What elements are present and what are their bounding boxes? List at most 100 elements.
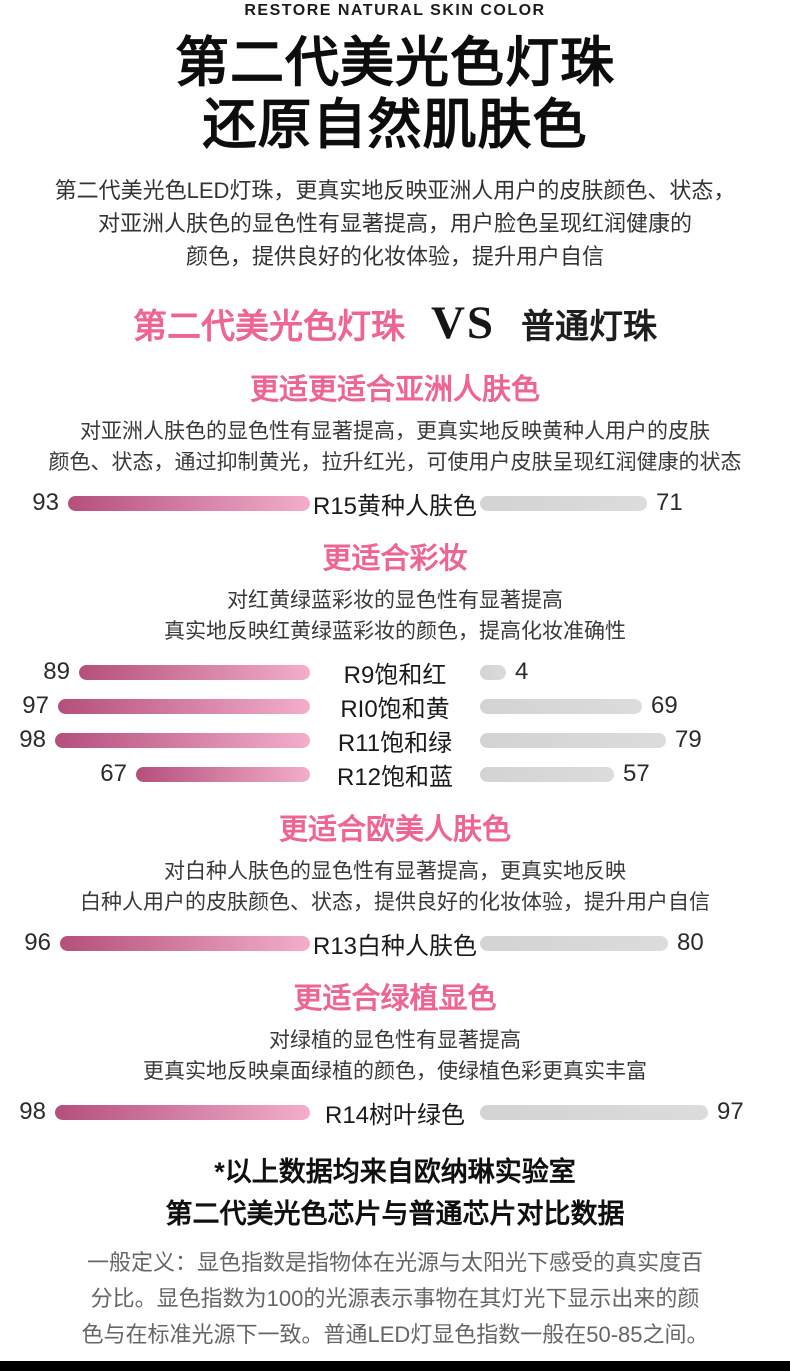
vs-label: VS [430,297,496,349]
intro-line: 颜色，提供良好的化妆体验，提升用户自信 [185,244,604,269]
bar-label-zone: R9饱和红 [310,655,480,690]
new-led-bar [58,698,310,714]
old-value: 4 [515,658,529,685]
definition-line: 色与在标准光源下一致。普通LED灯显色指数一般在50-85之间。 [81,1322,709,1347]
new-led-bar [55,732,310,748]
bar-row: 93 R15黄种人肤色 71 [0,489,790,520]
section-desc: 对绿植的显色性有显著提高 更真实地反映桌面绿植的颜色，使绿植色彩更真实丰富 [0,1025,790,1087]
intro-line: 对亚洲人肤色的显色性有显著提高，用户脸色呈现红润健康的 [97,211,692,236]
section-heading: 更适合欧美人肤色 [278,814,511,846]
old-led-bar [480,766,614,782]
footnote: *以上数据均来自欧纳琳实验室 第二代美光色芯片与普通芯片对比数据 [0,1151,790,1235]
bar-right-zone: 97 [480,1098,790,1126]
vs-right-label: 普通灯珠 [521,307,658,346]
footnote-line: *以上数据均来自欧纳琳实验室 [214,1157,576,1187]
bar-left-zone: 89 [0,658,310,686]
section-heading: 更适合彩妆 [322,543,468,575]
desc-line: 对红黄绿蓝彩妆的显色性有显著提高 [227,589,563,612]
new-value: 97 [22,692,49,719]
old-value: 79 [675,726,702,753]
desc-line: 对亚洲人肤色的显色性有显著提高，更真实地反映黄种人用户的皮肤 [80,420,710,443]
bar-left-zone: 67 [0,760,310,788]
old-led-bar [480,698,642,714]
page-title-line2: 还原自然肌肤色 [202,95,588,155]
desc-line: 颜色、状态，通过抑制黄光，拉升红光，可使用户皮肤呈现红润健康的状态 [48,451,742,474]
section-desc: 对白种人肤色的显色性有显著提高，更真实地反映 白种人用户的皮肤颜色、状态，提供良… [0,856,790,918]
bar-label-zone: R12饱和蓝 [310,757,480,792]
new-led-bar [136,766,310,782]
intro-paragraph: 第二代美光色LED灯珠，更真实地反映亚洲人用户的皮肤颜色、状态， 对亚洲人肤色的… [0,174,790,273]
section-heading: 更适合绿植显色 [293,983,497,1015]
bar-left-zone: 93 [0,489,310,517]
page-title: 第二代美光色灯珠 还原自然肌肤色 [0,32,790,156]
old-led-bar [480,495,647,511]
section-western-skin: 更适合欧美人肤色 对白种人肤色的显色性有显著提高，更真实地反映 白种人用户的皮肤… [0,814,790,960]
bar-row: 97 RI0饱和黄 69 [0,692,790,723]
new-value: 89 [43,658,70,685]
old-value: 69 [651,692,678,719]
new-value: 98 [19,1098,46,1125]
cri-definition: 一般定义：显色指数是指物体在光源与太阳光下感受的真实度百 分比。显色指数为100… [0,1245,790,1353]
footer-divider-bar [0,1361,790,1371]
bar-right-zone: 57 [480,760,790,788]
bar-left-zone: 98 [0,726,310,754]
metric-label: R14树叶绿色 [324,1101,466,1129]
metric-label: R13白种人肤色 [312,932,478,960]
new-value: 67 [100,760,127,787]
new-value: 96 [24,929,51,956]
bar-row: 98 R11饱和绿 79 [0,726,790,757]
metric-label: R11饱和绿 [337,729,453,757]
bar-left-zone: 96 [0,929,310,957]
bar-label-zone: R14树叶绿色 [310,1095,480,1130]
bar-row: 96 R13白种人肤色 80 [0,929,790,960]
new-value: 93 [32,489,59,516]
eyebrow-text: RESTORE NATURAL SKIN COLOR [244,2,546,19]
metric-label: R12饱和蓝 [336,763,454,791]
new-led-bar [55,1104,310,1120]
section-desc: 对亚洲人肤色的显色性有显著提高，更真实地反映黄种人用户的皮肤 颜色、状态，通过抑… [0,416,790,478]
new-led-bar [79,664,310,680]
page-title-line1: 第二代美光色灯珠 [175,33,615,93]
definition-line: 一般定义：显色指数是指物体在光源与太阳光下感受的真实度百 [86,1250,703,1275]
old-led-bar [480,664,506,680]
vs-left-label: 第二代美光色灯珠 [132,307,405,346]
bar-row: 67 R12饱和蓝 57 [0,760,790,791]
section-makeup: 更适合彩妆 对红黄绿蓝彩妆的显色性有显著提高 真实地反映红黄绿蓝彩妆的颜色，提高… [0,543,790,791]
desc-line: 白种人用户的皮肤颜色、状态，提供良好的化妆体验，提升用户自信 [80,891,710,914]
metric-label: R15黄种人肤色 [312,492,478,520]
old-value: 71 [656,489,683,516]
bar-right-zone: 69 [480,692,790,720]
old-value: 57 [623,760,650,787]
desc-line: 对白种人肤色的显色性有显著提高，更真实地反映 [164,860,626,883]
desc-line: 更真实地反映桌面绿植的颜色，使绿植色彩更真实丰富 [143,1060,647,1083]
old-led-bar [480,732,666,748]
new-led-bar [60,935,310,951]
section-green-plants: 更适合绿植显色 对绿植的显色性有显著提高 更真实地反映桌面绿植的颜色，使绿植色彩… [0,983,790,1129]
old-led-bar [480,935,668,951]
metric-label: RI0饱和黄 [340,695,450,723]
bar-right-zone: 71 [480,489,790,517]
intro-line: 第二代美光色LED灯珠，更真实地反映亚洲人用户的皮肤颜色、状态， [54,178,736,203]
metric-label: R9饱和红 [343,661,447,689]
old-led-bar [480,1104,708,1120]
footnote-line: 第二代美光色芯片与普通芯片对比数据 [165,1199,625,1229]
old-value: 97 [717,1098,744,1125]
bar-left-zone: 98 [0,1098,310,1126]
old-value: 80 [677,929,704,956]
bar-row: 89 R9饱和红 4 [0,658,790,689]
section-desc: 对红黄绿蓝彩妆的显色性有显著提高 真实地反映红黄绿蓝彩妆的颜色，提高化妆准确性 [0,585,790,647]
new-value: 98 [19,726,46,753]
bar-row: 98 R14树叶绿色 97 [0,1098,790,1129]
section-asian-skin: 更适更适合亚洲人肤色 对亚洲人肤色的显色性有显著提高，更真实地反映黄种人用户的皮… [0,374,790,520]
bar-right-zone: 79 [480,726,790,754]
new-led-bar [68,495,310,511]
bar-right-zone: 80 [480,929,790,957]
desc-line: 对绿植的显色性有显著提高 [269,1029,521,1052]
definition-line: 分比。显色指数为100的光源表示事物在其灯光下显示出来的颜 [90,1286,700,1311]
section-heading: 更适更适合亚洲人肤色 [249,374,540,406]
bar-right-zone: 4 [480,658,790,686]
bar-label-zone: RI0饱和黄 [310,689,480,724]
bar-label-zone: R15黄种人肤色 [310,486,480,521]
bar-label-zone: R13白种人肤色 [310,926,480,961]
